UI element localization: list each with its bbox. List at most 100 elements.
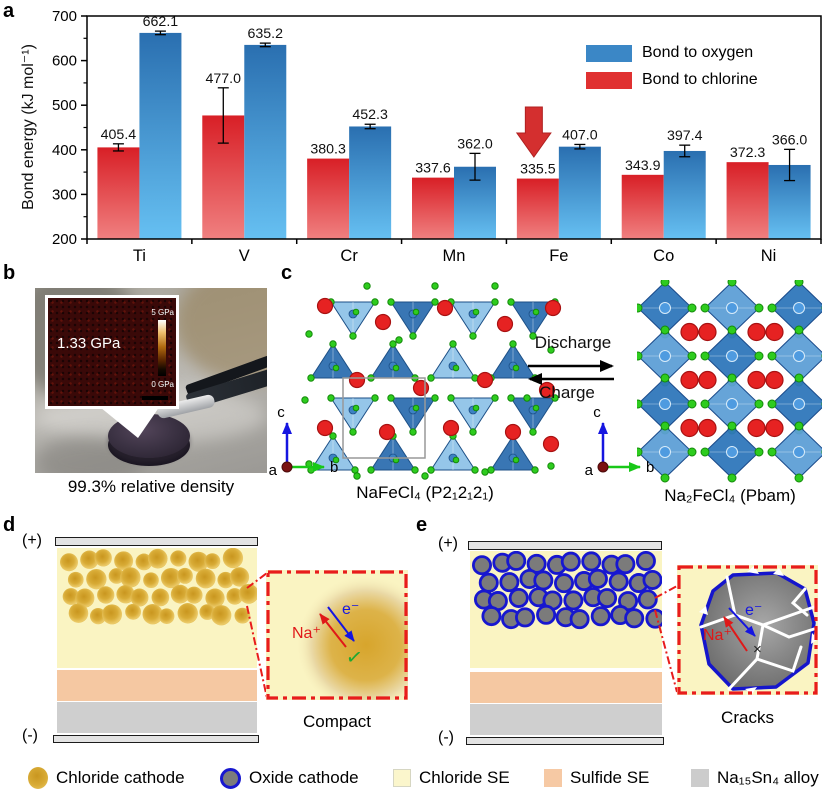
- c-axis-label: c: [593, 404, 601, 421]
- legend-item-alloy: Na₁₅Sn₄ alloy: [691, 766, 819, 790]
- bar-V: [244, 44, 287, 239]
- bottom-electrode-d: [53, 735, 259, 743]
- weak-bond-arrow-icon: [515, 106, 552, 158]
- a-axis-dot: [597, 461, 609, 473]
- panel-label-e: e: [416, 514, 428, 536]
- x-category-label: Ti: [133, 247, 146, 265]
- legend-swatch-chlorine: [586, 71, 632, 89]
- relative-density-caption: 99.3% relative density: [67, 477, 235, 496]
- bar-Ti: [139, 32, 182, 240]
- x-category-label: Mn: [443, 247, 466, 265]
- x-category-label: Co: [653, 247, 674, 265]
- legend-item-chloride-se: Chloride SE: [393, 766, 510, 790]
- compact-inset-graphic: [266, 570, 408, 700]
- unit-cell-box: [342, 377, 426, 459]
- cracks-inset: Na⁺ e⁻ ×: [677, 565, 818, 695]
- nafecl4-structure: [301, 282, 562, 480]
- discharge-label: Discharge: [534, 333, 612, 352]
- legend-label: Oxide cathode: [249, 768, 359, 787]
- alloy-swatch-icon: [691, 769, 709, 787]
- crystal-axes-left: c b a: [269, 404, 339, 479]
- crack-lines: [699, 575, 816, 691]
- cross-icon: ×: [753, 641, 762, 658]
- y-axis-label: Bond energy (kJ mol⁻¹): [20, 44, 37, 210]
- x-category-label: Ni: [761, 247, 777, 265]
- a-axis-label: a: [585, 462, 594, 479]
- positive-terminal-d: (+): [22, 532, 42, 549]
- oxide-cathode-swatch-icon: [220, 767, 241, 789]
- panel-label-a: a: [3, 0, 15, 22]
- compact-inset: Na⁺ e⁻ ✓: [266, 570, 408, 700]
- legend-label: Chloride cathode: [56, 768, 185, 787]
- bar-value-label: 343.9: [625, 158, 661, 174]
- top-electrode-e: [468, 541, 662, 550]
- electron-label-e: e⁻: [745, 602, 763, 619]
- bars-bond-to-oxygen: 662.1 635.2 452.3 362.0 407.0 397.4 366.0: [139, 14, 811, 240]
- y-axis-ticks: 200 300 400 500 600 700: [52, 8, 87, 248]
- sulfide-se-layer-e: [470, 672, 662, 703]
- bar-Co: [663, 150, 706, 239]
- bar-value-label: 372.3: [730, 145, 766, 161]
- bar-value-label: 662.1: [143, 14, 179, 30]
- panel-label-d: d: [3, 514, 16, 536]
- sulfide-se-layer-d: [57, 670, 257, 701]
- nafecl4-caption: NaFeCl₄ (P2₁2₁2₁): [356, 483, 494, 502]
- modulus-value-label: 1.33 GPa: [57, 335, 121, 352]
- bar-value-label: 405.4: [101, 127, 137, 143]
- crystal-axes-right: c b a: [585, 404, 655, 479]
- bar-Ti: [97, 147, 140, 239]
- zoom-connector-d: [246, 572, 268, 699]
- na-ion-label-e: Na⁺: [703, 627, 732, 644]
- a-axis-label: a: [269, 462, 278, 479]
- chart-legend-oxygen: Bond to oxygen: [586, 42, 753, 64]
- alloy-layer-d: [57, 702, 257, 733]
- legend-label-chlorine: Bond to chlorine: [642, 71, 758, 88]
- y-tick-label: 600: [52, 53, 77, 70]
- bar-value-label: 407.0: [562, 127, 598, 143]
- bars-bond-to-chlorine: 405.4 477.0 380.3 337.6 335.5 343.9 372.3: [97, 71, 769, 239]
- charge-label: Charge: [539, 383, 595, 402]
- cracks-caption: Cracks: [721, 708, 774, 727]
- x-axis-ticks: Ti V Cr Mn Fe Co Ni: [86, 239, 822, 265]
- na-ion-label-d: Na⁺: [292, 625, 321, 642]
- bar-value-label: 380.3: [310, 142, 346, 158]
- inset-callout-triangle: [95, 403, 162, 438]
- bar-Ni: [726, 162, 769, 239]
- zoom-connector-e: [654, 585, 678, 693]
- octahedra: [637, 280, 822, 483]
- alloy-layer-e: [470, 704, 662, 735]
- y-tick-label: 700: [52, 8, 77, 25]
- modulus-map-inset: 1.33 GPa 5 GPa 0 GPa: [45, 295, 179, 409]
- negative-terminal-d: (-): [22, 727, 38, 744]
- y-tick-label: 300: [52, 186, 77, 203]
- bar-Co: [621, 174, 664, 239]
- bar-value-label: 477.0: [206, 71, 242, 87]
- chloride-cathode-particles: [60, 548, 257, 626]
- crack-spikes: [699, 566, 818, 694]
- modulus-colorbar: [158, 320, 166, 376]
- bar-value-label: 397.4: [667, 128, 703, 144]
- compact-caption: Compact: [302, 712, 372, 731]
- bar-Cr: [307, 158, 350, 239]
- positive-terminal-e: (+): [438, 535, 458, 552]
- bar-Fe: [516, 178, 559, 239]
- chlorine-atoms: [301, 282, 555, 480]
- b-axis-label: b: [646, 459, 654, 476]
- reaction-arrows: [528, 360, 614, 385]
- x-category-label: V: [239, 247, 250, 265]
- bar-value-label: 452.3: [352, 107, 388, 123]
- legend-label: Sulfide SE: [570, 768, 650, 787]
- b-axis-label: b: [330, 459, 338, 476]
- cracks-inset-graphic: [677, 565, 818, 695]
- bar-value-label: 635.2: [248, 26, 284, 42]
- y-tick-label: 400: [52, 142, 77, 159]
- chart-legend-chlorine: Bond to chlorine: [586, 69, 758, 91]
- colorbar-min-label: 0 GPa: [151, 380, 174, 389]
- check-icon: ✓: [344, 645, 365, 671]
- plot-frame: [86, 15, 822, 240]
- legend-swatch-oxygen: [586, 44, 632, 62]
- panel-label-c: c: [281, 262, 293, 284]
- na2fecl4-structure: [637, 280, 822, 483]
- bottom-electrode-e: [466, 737, 664, 745]
